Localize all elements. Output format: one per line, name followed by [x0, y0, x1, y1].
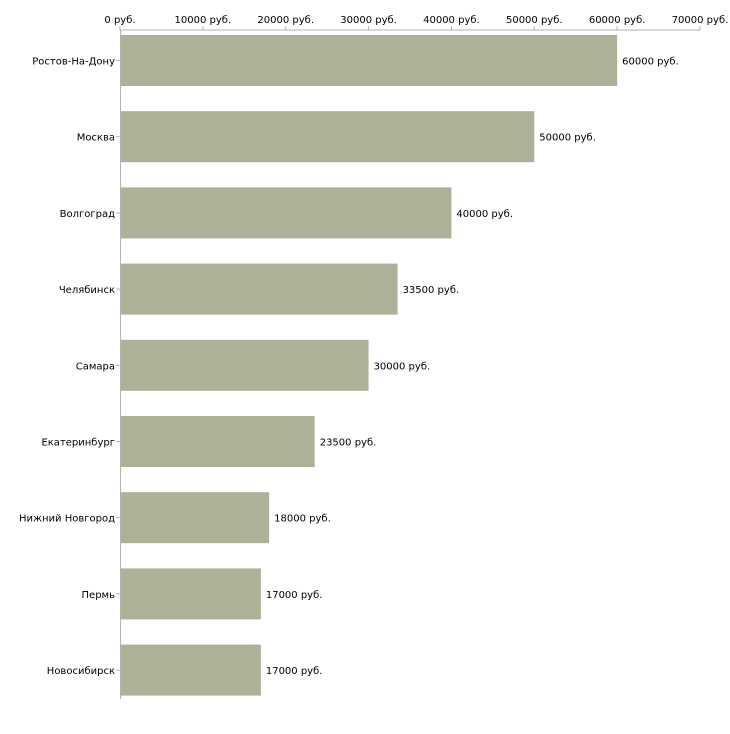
category-label: Екатеринбург — [41, 438, 115, 449]
bar-value-label: 17000 руб. — [266, 666, 323, 677]
value-tick-label: 0 руб. — [104, 15, 135, 26]
category-label: Самара — [76, 361, 115, 372]
category-label: Новосибирск — [47, 666, 115, 677]
bar — [121, 111, 535, 163]
value-tick-label: 40000 руб. — [423, 15, 480, 26]
bar-value-label: 33500 руб. — [403, 285, 460, 296]
bar — [121, 339, 369, 391]
value-tick-label: 10000 руб. — [175, 15, 232, 26]
value-tick-label: 30000 руб. — [340, 15, 397, 26]
value-tick-label: 20000 руб. — [257, 15, 314, 26]
bar — [121, 492, 270, 544]
category-label: Волгоград — [60, 209, 115, 220]
bar-value-label: 60000 руб. — [622, 57, 679, 68]
category-label: Пермь — [82, 590, 116, 601]
bar — [121, 416, 315, 467]
bar — [121, 187, 452, 239]
bar-value-label: 40000 руб. — [456, 209, 513, 220]
value-tick-label: 50000 руб. — [506, 15, 563, 26]
category-label: Ростов-На-Дону — [32, 57, 115, 68]
bar — [121, 568, 261, 620]
bar — [121, 35, 618, 86]
category-label: Нижний Новгород — [19, 514, 115, 525]
bar-value-label: 50000 руб. — [539, 133, 596, 144]
category-label: Челябинск — [59, 285, 115, 296]
bar-value-label: 17000 руб. — [266, 590, 323, 601]
bar-value-label: 18000 руб. — [274, 514, 331, 525]
bar-value-label: 30000 руб. — [374, 361, 431, 372]
bar — [121, 644, 261, 696]
bar-value-label: 23500 руб. — [320, 438, 377, 449]
bar — [121, 263, 398, 315]
value-tick-label: 70000 руб. — [672, 15, 729, 26]
category-label: Москва — [77, 133, 115, 144]
value-tick-label: 60000 руб. — [589, 15, 646, 26]
